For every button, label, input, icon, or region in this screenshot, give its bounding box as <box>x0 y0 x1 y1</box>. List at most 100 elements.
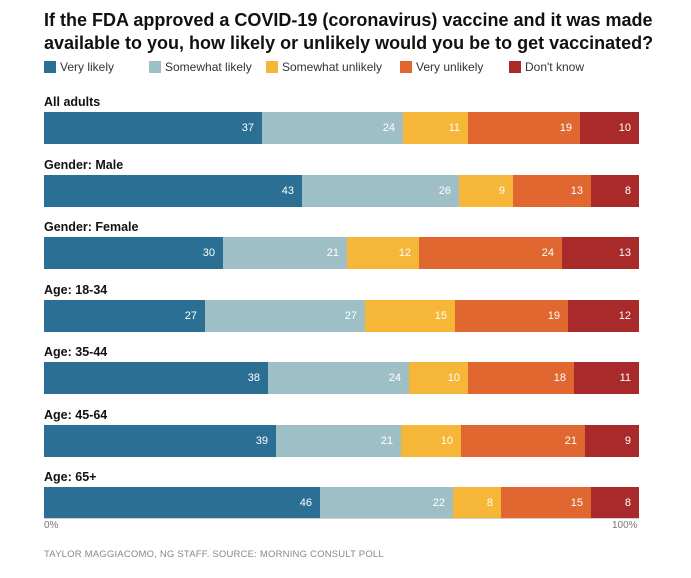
bar-segment <box>44 112 262 144</box>
bar-segment <box>513 174 591 207</box>
bar-row: 39 21 10 21 9 <box>44 424 639 457</box>
bar-value-label: 9 <box>624 434 631 447</box>
bar-segment <box>562 237 639 269</box>
bar-value-label: 46 <box>299 497 312 509</box>
category-label: Age: 35-44 <box>44 345 108 359</box>
bar-value-label: 8 <box>486 497 493 509</box>
x-axis-line <box>44 518 639 519</box>
bar-segment <box>455 299 568 332</box>
bar-value-label: 27 <box>344 309 357 322</box>
bar-segment <box>268 362 409 394</box>
bar-value-label: 39 <box>255 434 268 447</box>
category-label: Age: 45-64 <box>44 407 108 422</box>
bar-value-label: 21 <box>564 434 577 447</box>
bar-value-label: 13 <box>618 247 631 259</box>
bar-segment <box>574 362 639 394</box>
bar-segment <box>453 487 501 519</box>
bar-segment <box>44 424 276 457</box>
category-label: Gender: Female <box>44 220 139 234</box>
bar-value-label: 24 <box>388 372 401 384</box>
x-tick-label-100: 100% <box>612 520 638 531</box>
bar-segment <box>44 299 205 332</box>
bar-segment <box>468 362 574 394</box>
legend-swatch <box>266 61 278 73</box>
bar-value-label: 27 <box>184 309 197 322</box>
bar-row: 37 24 11 19 10 <box>44 112 639 144</box>
bar-value-label: 9 <box>498 184 505 197</box>
bar-row: 38 24 10 18 11 <box>44 362 639 394</box>
bar-value-label: 26 <box>438 184 451 197</box>
legend-label: Don't know <box>525 60 584 74</box>
bar-segment <box>585 424 639 457</box>
legend-label: Somewhat likely <box>165 60 252 74</box>
bar-value-label: 10 <box>447 372 460 384</box>
legend-swatch <box>400 61 412 73</box>
bar-value-label: 11 <box>448 122 460 134</box>
bar-segment <box>461 424 585 457</box>
bar-value-label: 15 <box>570 497 583 509</box>
category-label: Age: 65+ <box>44 470 97 484</box>
legend-swatch <box>44 61 56 73</box>
bar-value-label: 22 <box>432 497 445 509</box>
bar-value-label: 19 <box>547 309 560 322</box>
bar-segment <box>44 237 223 269</box>
x-tick-label-0: 0% <box>44 520 59 531</box>
bar-value-label: 10 <box>618 122 631 134</box>
bar-segment <box>302 174 459 207</box>
chart-title: If the FDA approved a COVID-19 (coronavi… <box>44 10 654 53</box>
legend-item: Somewhat unlikely <box>266 60 382 74</box>
bar-value-label: 37 <box>241 122 254 134</box>
source-credit: TAYLOR MAGGIACOMO, NG STAFF. SOURCE: MOR… <box>44 549 384 560</box>
bar-value-label: 13 <box>570 184 583 197</box>
bar-value-label: 10 <box>440 434 453 447</box>
legend-item: Very unlikely <box>400 60 483 74</box>
legend-item: Very likely <box>44 60 114 74</box>
bar-segment <box>591 487 639 519</box>
bar-segment <box>262 112 403 144</box>
bar-row: 27 27 15 19 12 <box>44 299 639 332</box>
category-label: Gender: Male <box>44 157 124 172</box>
bar-row: 46 22 8 15 8 <box>44 487 639 519</box>
bar-value-label: 30 <box>202 247 215 259</box>
legend-item: Somewhat likely <box>149 60 252 74</box>
bar-value-label: 8 <box>624 497 631 509</box>
bar-segment <box>276 424 401 457</box>
bar-value-label: 21 <box>326 247 339 259</box>
bar-value-label: 15 <box>434 309 447 322</box>
bar-segment <box>501 487 591 519</box>
bar-segment <box>403 112 468 144</box>
legend-swatch <box>149 61 161 73</box>
bar-segment <box>580 112 639 144</box>
bar-row: 30 21 12 24 13 <box>44 237 639 269</box>
bar-row: 43 26 9 13 8 <box>44 174 639 207</box>
legend-label: Very unlikely <box>416 60 484 74</box>
bar-segment <box>44 487 320 519</box>
bar-segment <box>44 174 302 207</box>
bar-segment <box>591 174 639 207</box>
bar-segment <box>568 299 639 332</box>
bar-value-label: 12 <box>618 309 631 322</box>
bar-segment <box>320 487 453 519</box>
bar-value-label: 8 <box>624 184 631 197</box>
bar-value-label: 11 <box>619 372 631 384</box>
bar-segment <box>365 299 455 332</box>
bar-segment <box>419 237 562 269</box>
bar-value-label: 19 <box>559 122 572 134</box>
bar-value-label: 43 <box>281 184 294 197</box>
bar-value-label: 21 <box>380 434 393 447</box>
bar-segment <box>468 112 580 144</box>
bar-value-label: 24 <box>541 247 554 259</box>
bar-segment <box>44 362 268 394</box>
bar-segment <box>347 237 419 269</box>
bar-value-label: 38 <box>247 372 260 384</box>
legend-item: Don't know <box>509 60 584 74</box>
bar-value-label: 12 <box>398 247 411 259</box>
legend-label: Somewhat unlikely <box>282 60 383 74</box>
bar-value-label: 18 <box>553 372 566 384</box>
bar-segment <box>459 174 513 207</box>
bar-segment <box>409 362 468 394</box>
category-label: All adults <box>44 95 101 109</box>
legend-label: Very likely <box>60 60 115 74</box>
bar-segment <box>205 299 365 332</box>
bar-segment <box>401 424 461 457</box>
